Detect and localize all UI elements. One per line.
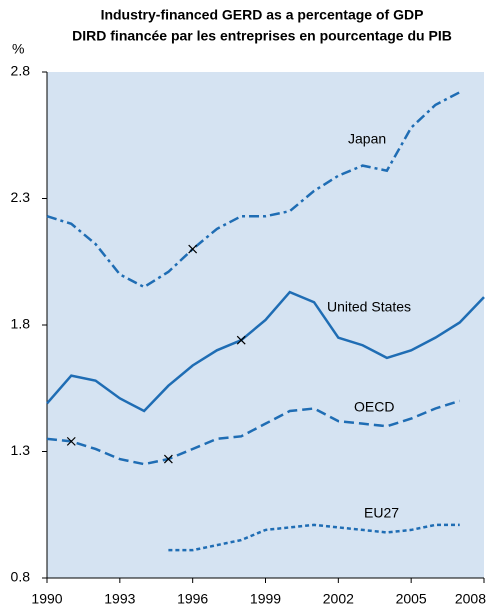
series-line (46, 290, 485, 413)
break-marker (236, 335, 246, 345)
x-tick-label: 2005 (396, 591, 427, 607)
break-marker (188, 244, 198, 254)
series-label: United States (327, 299, 411, 315)
x-tick-label: 2002 (323, 591, 354, 607)
chart-subtitle: DIRD financée par les entreprises en pou… (72, 28, 452, 44)
break-marker (163, 454, 173, 464)
series-line (46, 91, 461, 289)
x-tick-label: 1996 (177, 591, 208, 607)
chart-title: Industry-financed GERD as a percentage o… (101, 7, 424, 23)
y-tick-label: 1.3 (11, 442, 31, 458)
y-tick-label: 2.8 (11, 63, 31, 79)
series-line (168, 523, 460, 552)
x-tick-label: 1993 (104, 591, 135, 607)
x-tick-label: 1990 (31, 591, 62, 607)
x-tick-label: 1999 (250, 591, 281, 607)
y-tick-label: 1.8 (11, 316, 31, 332)
series-label: EU27 (364, 505, 399, 521)
series-label: OECD (354, 399, 394, 415)
x-tick-label: 2008 (455, 591, 486, 607)
series-line (46, 399, 461, 466)
series-label: Japan (348, 131, 386, 147)
plot-area (47, 72, 484, 578)
y-tick-label: 2.3 (11, 189, 31, 205)
break-marker (66, 436, 76, 446)
y-tick-label: 0.8 (11, 569, 31, 585)
y-axis-label: % (12, 41, 24, 57)
